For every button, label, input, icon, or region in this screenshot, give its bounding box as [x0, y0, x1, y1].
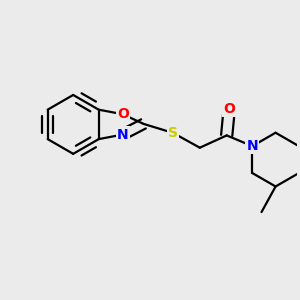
Text: N: N — [247, 139, 258, 153]
Text: S: S — [168, 126, 178, 140]
Text: O: O — [117, 107, 129, 121]
Text: O: O — [223, 101, 235, 116]
Text: N: N — [117, 128, 129, 142]
